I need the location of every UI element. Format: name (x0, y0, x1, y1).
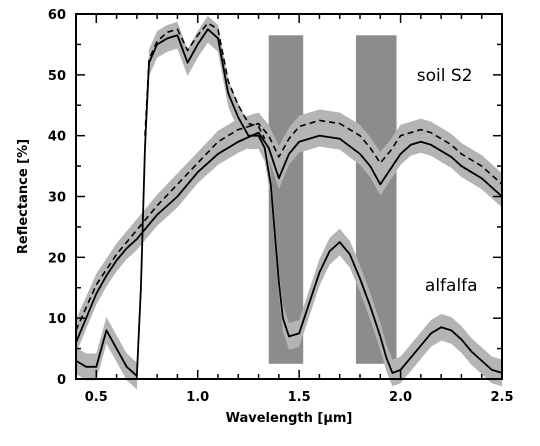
x-tick-label: 1.5 (288, 390, 311, 405)
y-tick-label: 50 (48, 69, 66, 84)
absorption-bands (268, 35, 397, 364)
axis-tick-labels: 0.5 1.0 1.5 2.0 2.5 0 10 20 30 40 50 60 (48, 8, 514, 405)
y-tick-label: 60 (48, 8, 66, 23)
axis-ticks (75, 13, 503, 380)
series-line-3 (75, 28, 503, 377)
y-tick-label: 0 (57, 373, 66, 388)
series-annotation: soil S2 (417, 66, 473, 86)
x-tick-label: 0.5 (85, 390, 108, 405)
absorption-band-2 (355, 35, 397, 364)
y-tick-label: 30 (48, 191, 66, 206)
x-tick-label: 2.5 (490, 390, 513, 405)
series-lines (75, 22, 503, 377)
y-axis-label: Reflectance [%] (16, 139, 31, 254)
series-line-1 (75, 131, 503, 343)
y-tick-label: 10 (48, 312, 66, 327)
series-line-2 (75, 119, 503, 331)
y-tick-label: 40 (48, 130, 66, 145)
x-axis-label: Wavelength [μm] (226, 411, 353, 426)
series-annotation: alfalfa (425, 276, 478, 296)
absorption-band-1 (268, 35, 304, 364)
x-tick-label: 1.0 (186, 390, 209, 405)
x-tick-label: 2.0 (389, 390, 412, 405)
y-tick-label: 20 (48, 251, 66, 266)
series-annotations: soil S2 alfalfa (417, 66, 478, 296)
series-line-4 (144, 22, 266, 140)
